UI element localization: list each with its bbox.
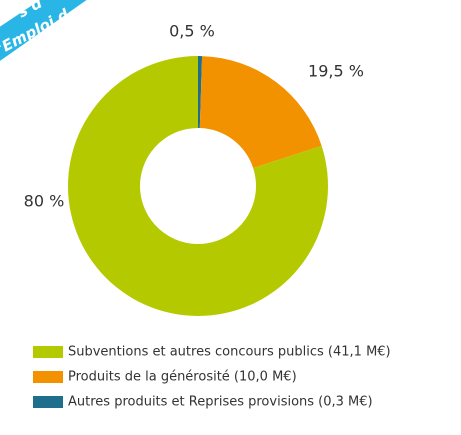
slice bbox=[198, 56, 203, 129]
legend-label: Subventions et autres concours publics (… bbox=[68, 345, 391, 360]
legend-swatch bbox=[33, 346, 63, 358]
legend-swatch bbox=[33, 396, 63, 408]
legend-label: Produits de la générosité (10,0 M€) bbox=[68, 370, 297, 385]
banner: s d e d'Emploi d bbox=[0, 0, 87, 70]
slice bbox=[68, 56, 329, 317]
slice-label: 19,5 % bbox=[308, 62, 364, 81]
slice-label: 0,5 % bbox=[169, 22, 215, 41]
slice bbox=[199, 56, 322, 169]
slice-label: 80 % bbox=[24, 192, 65, 211]
banner-shape bbox=[0, 0, 87, 61]
legend-label: Autres produits et Reprises provisions (… bbox=[68, 395, 373, 410]
legend-swatch bbox=[33, 371, 63, 383]
